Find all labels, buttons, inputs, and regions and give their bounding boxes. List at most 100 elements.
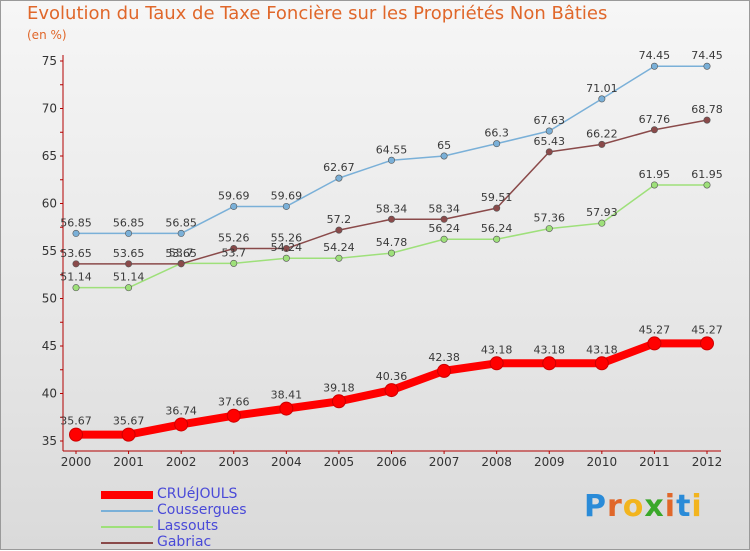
data-label: 37.66 [218,396,250,409]
data-label: 40.36 [376,370,408,383]
x-tick-label: 2007 [429,455,460,469]
data-point [72,284,80,292]
data-point [594,356,609,371]
data-point [387,156,395,164]
data-label: 61.95 [639,168,671,181]
data-point [230,245,238,253]
data-point [703,116,711,124]
data-point [493,204,501,212]
data-point [703,62,711,70]
data-point [279,401,294,416]
data-label: 66.22 [586,127,618,140]
logo-letter: r [607,489,623,524]
data-point [174,417,189,432]
data-label: 57.36 [534,212,566,225]
y-tick-label: 55 [42,244,57,258]
logo-letter: o [622,489,645,524]
data-label: 53.65 [113,247,145,260]
data-point [72,260,80,268]
x-tick-label: 2000 [61,455,92,469]
legend: CRUéJOULS Coussergues Lassouts Gabriac [101,486,321,551]
logo-letter: t [676,489,692,524]
y-tick-label: 70 [42,102,57,116]
proxiti-logo: Proxiti [584,489,703,524]
x-tick-label: 2006 [376,455,407,469]
line-chart: 35 40 45 50 55 60 65 70 75 2000 2001 2002 2003 2004 20… [42,49,723,469]
data-point [72,229,80,237]
data-label: 54.24 [271,241,303,254]
data-label: 58.34 [428,202,460,215]
legend-swatch [101,510,153,512]
data-point [387,215,395,223]
data-point [226,408,241,423]
data-label: 53.7 [222,246,247,259]
data-label: 54.24 [323,241,355,254]
x-tick-label: 2001 [113,455,144,469]
data-label: 43.18 [481,343,513,356]
data-point [282,254,290,262]
data-label: 64.55 [376,143,408,156]
data-point [125,229,133,237]
data-point [335,174,343,182]
data-point [331,394,346,409]
data-label: 56.85 [60,216,92,229]
data-point [545,127,553,135]
data-point [700,336,714,351]
data-point [440,215,448,223]
x-tick-label: 2010 [587,455,618,469]
data-point [387,249,395,257]
data-point [121,427,136,442]
data-label: 36.74 [165,404,197,417]
data-label: 62.67 [323,161,355,174]
data-label: 74.45 [639,49,671,62]
data-label: 53.65 [60,247,92,260]
data-point [650,62,658,70]
legend-swatch [101,491,153,499]
data-label: 56.24 [481,222,513,235]
data-label: 43.18 [586,343,618,356]
data-label: 59.69 [218,189,250,202]
y-tick-label: 50 [42,292,57,306]
data-point [647,336,662,351]
data-point [177,260,185,268]
data-point [598,95,606,103]
data-label: 45.27 [639,323,671,336]
data-point [282,202,290,210]
data-label: 59.51 [481,191,513,204]
data-label: 55.26 [271,232,303,245]
x-tick-label: 2012 [692,455,723,469]
data-point [230,259,238,267]
legend-swatch [101,526,153,528]
data-label: 67.76 [639,113,671,126]
data-label: 51.14 [113,271,145,284]
legend-label: Lassouts [157,518,219,534]
legend-label: Coussergues [157,502,247,518]
y-tick-label: 75 [42,54,57,68]
data-label: 56.85 [165,216,197,229]
legend-item: CRUéJOULS [101,486,321,503]
x-tick-label: 2005 [324,455,355,469]
x-tick-label: 2009 [534,455,565,469]
data-label: 56.85 [113,216,145,229]
data-label: 35.67 [113,415,145,428]
legend-label: CRUéJOULS [157,486,238,502]
data-point [598,140,606,148]
data-label: 56.24 [428,222,460,235]
data-label: 39.18 [323,381,355,394]
logo-letter: P [584,489,607,524]
data-point [125,260,133,268]
data-point [440,235,448,243]
data-point [335,254,343,262]
x-tick-label: 2008 [481,455,512,469]
data-point [69,427,83,442]
data-label: 55.26 [218,232,250,245]
data-label: 65.43 [534,135,566,148]
data-label: 42.38 [428,351,460,364]
data-point [542,356,557,371]
data-label: 35.67 [60,415,92,428]
data-label: 58.34 [376,202,408,215]
data-label: 45.27 [691,323,723,336]
chart-title: Evolution du Taux de Taxe Foncière sur l… [27,3,608,24]
data-label: 67.63 [534,114,566,127]
